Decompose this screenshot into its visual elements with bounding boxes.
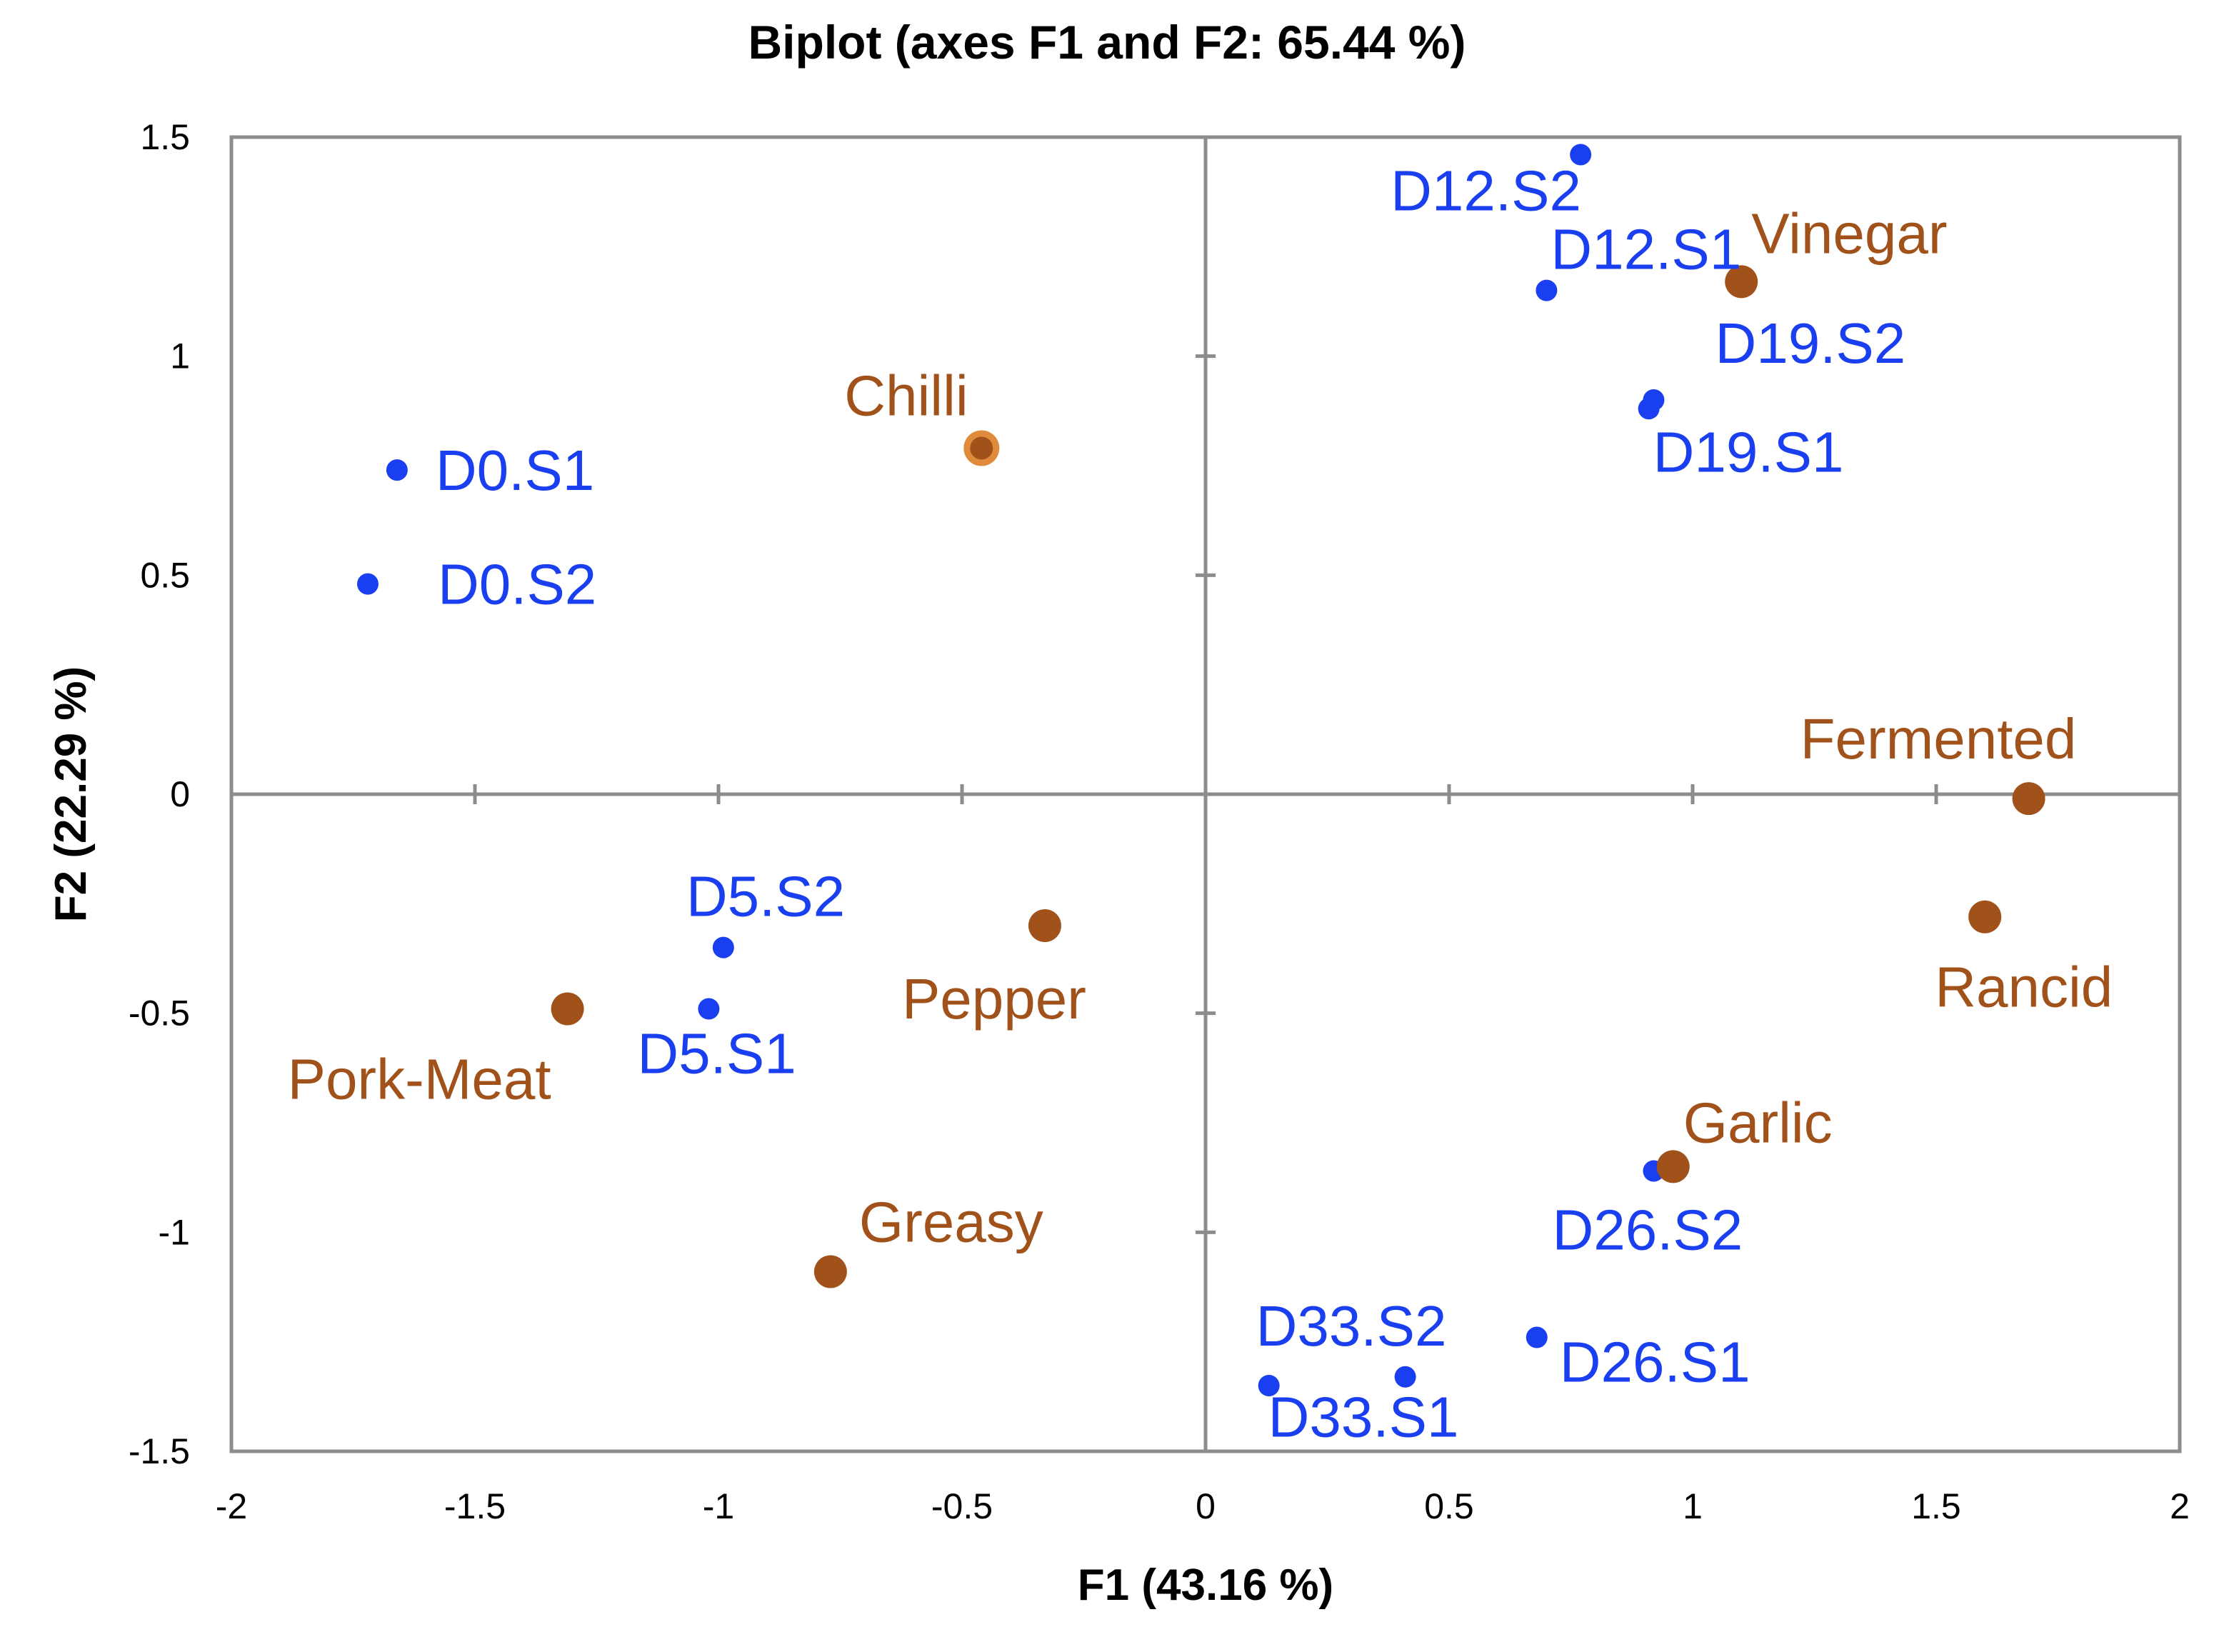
point-greasy bbox=[813, 1255, 847, 1288]
point-fermented bbox=[2012, 782, 2045, 816]
y-tick-labels: 1.5 1 0.5 0 -0.5 -1 -1.5 bbox=[129, 117, 190, 1471]
point-d5-s2 bbox=[712, 936, 734, 958]
y-tick-label: 0.5 bbox=[140, 555, 190, 595]
label-greasy: Greasy bbox=[859, 1191, 1043, 1254]
point-d12-s2 bbox=[1570, 144, 1592, 166]
point-d33-s2 bbox=[1258, 1375, 1280, 1396]
y-tick-label: -0.5 bbox=[129, 993, 190, 1033]
y-tick-label: 1.5 bbox=[140, 117, 190, 157]
x-tick-label: -0.5 bbox=[931, 1486, 993, 1526]
x-tick-label: -1 bbox=[703, 1486, 734, 1526]
label-rancid: Rancid bbox=[1935, 956, 2113, 1019]
point-d5-s1 bbox=[698, 998, 720, 1020]
x-tick-label: 1 bbox=[1683, 1486, 1703, 1526]
label-fermented: Fermented bbox=[1800, 707, 2077, 771]
label-d12-s2: D12.S2 bbox=[1391, 159, 1581, 223]
label-d0-s2: D0.S2 bbox=[438, 553, 596, 616]
x-tick-label: -2 bbox=[216, 1486, 247, 1526]
label-pork-meat: Pork-Meat bbox=[288, 1048, 551, 1111]
point-chilli bbox=[970, 436, 993, 460]
point-vinegar bbox=[1725, 265, 1758, 299]
x-tick-label: 0 bbox=[1196, 1486, 1216, 1526]
label-d33-s2: D33.S2 bbox=[1256, 1294, 1447, 1358]
label-d12-s1: D12.S1 bbox=[1551, 218, 1741, 281]
y-axis-title: F2 (22.29 %) bbox=[46, 666, 96, 922]
label-vinegar: Vinegar bbox=[1751, 201, 1947, 265]
label-d26-s1: D26.S1 bbox=[1560, 1331, 1750, 1394]
point-d0-s2 bbox=[356, 573, 379, 595]
point-d33-s1 bbox=[1394, 1366, 1416, 1388]
x-tick-label: -1.5 bbox=[444, 1486, 506, 1526]
point-d0-s1 bbox=[386, 459, 408, 481]
y-tick-label: 1 bbox=[170, 336, 190, 376]
label-d26-s2: D26.S2 bbox=[1552, 1198, 1743, 1261]
tick-marks bbox=[473, 354, 1938, 1234]
x-tick-label: 0.5 bbox=[1424, 1486, 1474, 1526]
label-d33-s1: D33.S1 bbox=[1268, 1386, 1459, 1449]
chart-title: Biplot (axes F1 and F2: 65.44 %) bbox=[748, 16, 1466, 69]
label-pepper: Pepper bbox=[902, 967, 1086, 1031]
label-chilli: Chilli bbox=[844, 364, 968, 427]
label-garlic: Garlic bbox=[1683, 1091, 1833, 1154]
point-d12-s1 bbox=[1536, 279, 1558, 301]
y-tick-label: 0 bbox=[170, 774, 190, 814]
y-tick-label: -1 bbox=[159, 1212, 190, 1252]
x-tick-label: 2 bbox=[2170, 1486, 2190, 1526]
label-d5-s1: D5.S1 bbox=[637, 1022, 796, 1086]
point-d26-s1 bbox=[1526, 1326, 1548, 1348]
point-d19-s1 bbox=[1638, 398, 1660, 420]
point-garlic bbox=[1656, 1150, 1690, 1183]
point-rancid bbox=[1968, 900, 2002, 933]
data-points bbox=[356, 144, 2045, 1396]
x-tick-label: 1.5 bbox=[1911, 1486, 1961, 1526]
label-d5-s2: D5.S2 bbox=[686, 865, 845, 928]
label-d19-s2: D19.S2 bbox=[1715, 311, 1905, 375]
label-d19-s1: D19.S1 bbox=[1653, 420, 1844, 484]
x-axis-title: F1 (43.16 %) bbox=[1078, 1561, 1333, 1610]
point-pork-meat bbox=[551, 992, 584, 1026]
point-pepper bbox=[1028, 909, 1061, 942]
y-tick-label: -1.5 bbox=[129, 1431, 190, 1471]
x-tick-labels: -2 -1.5 -1 -0.5 0 0.5 1 1.5 2 bbox=[216, 1486, 2190, 1526]
label-d0-s1: D0.S1 bbox=[436, 439, 594, 502]
